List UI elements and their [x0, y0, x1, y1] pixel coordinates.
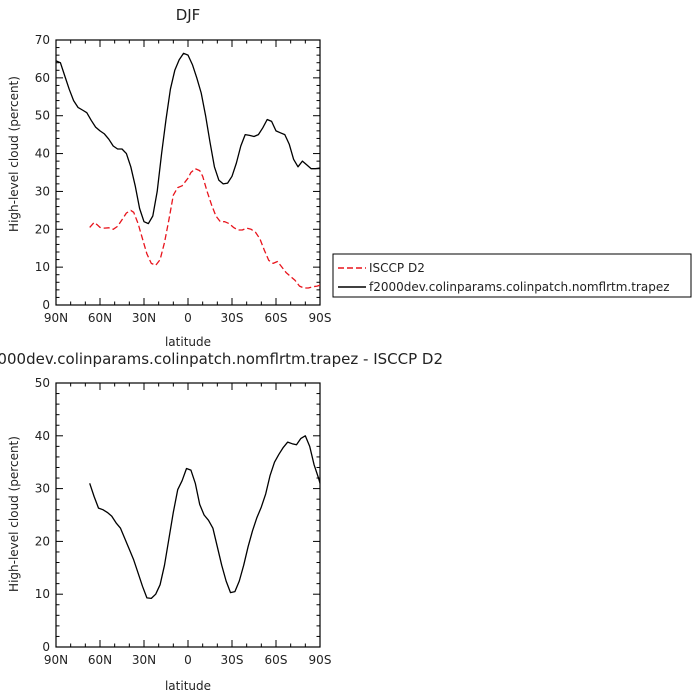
top-x-tick-label: 60S [265, 311, 288, 325]
legend-label-model: f2000dev.colinparams.colinpatch.nomflrtm… [369, 280, 670, 294]
bottom-x-axis-label: latitude [165, 679, 211, 693]
bottom-x-tick-label: 60S [265, 653, 288, 667]
top-y-tick-label: 50 [35, 109, 50, 123]
bottom-y-tick-label: 50 [35, 376, 50, 390]
bottom-y-tick-label: 0 [42, 640, 50, 654]
top-x-tick-label: 0 [184, 311, 192, 325]
bottom-y-axis-label: High-level cloud (percent) [7, 436, 21, 592]
bottom-plot-frame [55, 382, 321, 648]
top-x-tick-label: 60N [88, 311, 112, 325]
top-x-axis-label: latitude [165, 335, 211, 349]
top-y-tick-label: 70 [35, 33, 50, 47]
top-x-tick-label: 30S [221, 311, 244, 325]
top-panel: DJF 90N 60N 30N 0 30S 60S 90S 0 10 20 30 40 50 60 70 l… [7, 6, 331, 349]
legend-box [332, 253, 692, 298]
bottom-x-tick-label: 0 [184, 653, 192, 667]
bottom-x-tick-label: 30N [132, 653, 156, 667]
bottom-x-tick-label: 90N [44, 653, 68, 667]
bottom-x-tick-label: 60N [88, 653, 112, 667]
bottom-x-tick-label: 30S [221, 653, 244, 667]
bottom-x-tick-label: 90S [309, 653, 332, 667]
legend-label-isccp: ISCCP D2 [369, 261, 425, 275]
bottom-y-tick-label: 30 [35, 482, 50, 496]
bottom-plot-area: 90N 60N 30N 0 30S 60S 90S 0 10 20 30 40 50 [35, 376, 332, 667]
top-y-tick-label: 20 [35, 222, 50, 236]
legend: ISCCP D2 f2000dev.colinparams.colinpatch… [332, 253, 692, 298]
top-x-tick-label: 90N [44, 311, 68, 325]
bottom-panel-title: f2000dev.colinparams.colinpatch.nomflrtm… [0, 350, 443, 368]
bottom-y-tick-label: 40 [35, 429, 50, 443]
top-y-tick-label: 10 [35, 260, 50, 274]
top-y-tick-label: 30 [35, 184, 50, 198]
top-x-tick-label: 90S [309, 311, 332, 325]
top-y-axis-label: High-level cloud (percent) [7, 76, 21, 232]
bottom-y-tick-label: 20 [35, 534, 50, 548]
top-x-tick-label: 30N [132, 311, 156, 325]
top-panel-title: DJF [176, 6, 201, 24]
top-plot-area: 90N 60N 30N 0 30S 60S 90S 0 10 20 30 40 50 60 70 [35, 33, 332, 325]
bottom-series-line-0 [89, 435, 321, 600]
top-series-line-0 [89, 168, 321, 289]
top-y-tick-label: 0 [42, 298, 50, 312]
top-series-line-1 [55, 52, 321, 225]
bottom-panel: f2000dev.colinparams.colinpatch.nomflrtm… [0, 350, 443, 693]
top-y-tick-label: 40 [35, 147, 50, 161]
top-y-tick-label: 60 [35, 71, 50, 85]
bottom-y-tick-label: 10 [35, 587, 50, 601]
